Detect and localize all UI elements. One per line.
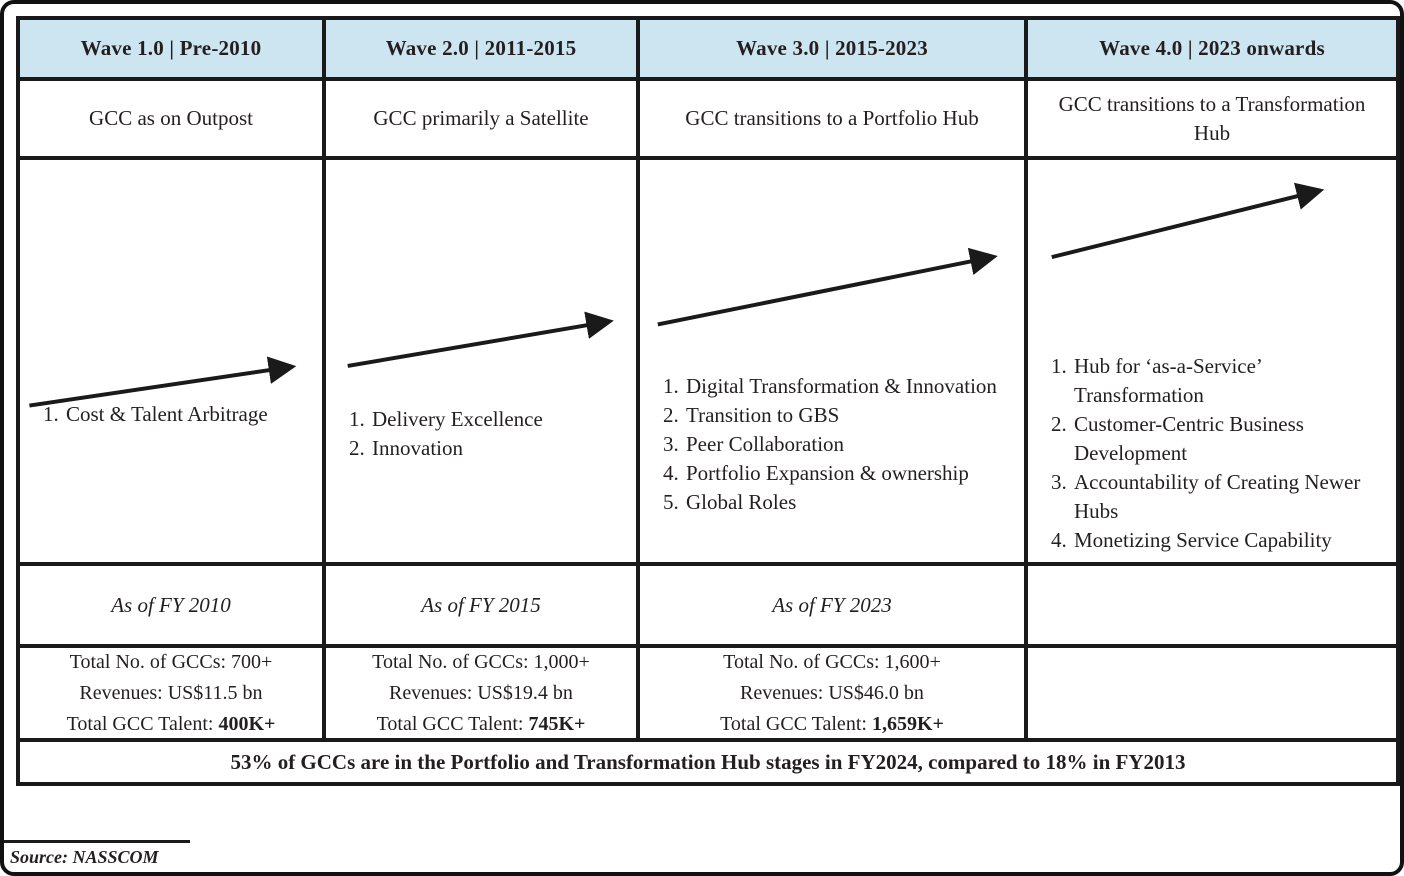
column-header-wave-3: Wave 3.0 | 2015-2023 bbox=[636, 20, 1024, 77]
column-header-wave-2: Wave 2.0 | 2011-2015 bbox=[322, 20, 636, 77]
body-cell-wave-1: Cost & Talent Arbitrage bbox=[20, 156, 322, 562]
driver-item: Cost & Talent Arbitrage bbox=[64, 400, 316, 429]
driver-item: Digital Transformation & Innovation bbox=[684, 372, 1018, 401]
stat-talent: Total GCC Talent: 400K+ bbox=[67, 709, 276, 739]
growth-arrow-wave-3 bbox=[657, 247, 998, 327]
stats-cell-wave-4-empty bbox=[1024, 644, 1396, 738]
driver-item: Delivery Excellence bbox=[370, 405, 630, 434]
stat-talent-label: Total GCC Talent: bbox=[376, 712, 529, 735]
stat-gcc-count: Total No. of GCCs: 700+ bbox=[69, 650, 273, 673]
as-of-wave-3: As of FY 2023 bbox=[636, 562, 1024, 644]
growth-arrow-wave-1 bbox=[29, 356, 297, 408]
gcc-evolution-table: Wave 1.0 | Pre-2010 Wave 2.0 | 2011-2015… bbox=[16, 16, 1400, 786]
driver-list-wave-1: Cost & Talent Arbitrage bbox=[20, 400, 322, 429]
stat-talent-value: 745K+ bbox=[528, 712, 586, 735]
body-cell-wave-3: Digital Transformation & Innovation Tran… bbox=[636, 156, 1024, 562]
subtitle-wave-3: GCC transitions to a Portfolio Hub bbox=[636, 77, 1024, 156]
column-header-wave-4: Wave 4.0 | 2023 onwards bbox=[1024, 20, 1396, 77]
driver-item: Hub for ‘as-a-Service’ Transformation bbox=[1072, 352, 1390, 410]
driver-list-wave-3: Digital Transformation & Innovation Tran… bbox=[640, 372, 1024, 517]
stat-revenues: Revenues: US$46.0 bn bbox=[740, 681, 924, 704]
as-of-wave-2: As of FY 2015 bbox=[322, 562, 636, 644]
stat-talent-label: Total GCC Talent: bbox=[66, 712, 219, 735]
stat-gcc-count: Total No. of GCCs: 1,600+ bbox=[723, 650, 941, 673]
body-cell-wave-4: Hub for ‘as-a-Service’ Transformation Cu… bbox=[1024, 156, 1396, 562]
growth-arrow-wave-2 bbox=[347, 311, 614, 368]
subtitle-wave-1: GCC as on Outpost bbox=[20, 77, 322, 156]
as-of-wave-1: As of FY 2010 bbox=[20, 562, 322, 644]
stat-talent-value: 400K+ bbox=[218, 712, 276, 735]
body-cell-wave-2: Delivery Excellence Innovation bbox=[322, 156, 636, 562]
stats-cell-wave-1: Total No. of GCCs: 700+ Revenues: US$11.… bbox=[20, 644, 322, 738]
driver-item: Global Roles bbox=[684, 488, 1018, 517]
stat-talent-value: 1,659K+ bbox=[871, 712, 944, 735]
driver-list-wave-2: Delivery Excellence Innovation bbox=[326, 405, 636, 463]
as-of-wave-4-empty bbox=[1024, 562, 1396, 644]
stats-cell-wave-2: Total No. of GCCs: 1,000+ Revenues: US$1… bbox=[322, 644, 636, 738]
growth-arrow-wave-4 bbox=[1051, 182, 1325, 260]
driver-item: Innovation bbox=[370, 434, 630, 463]
stat-gcc-count: Total No. of GCCs: 1,000+ bbox=[372, 650, 590, 673]
stat-revenues: Revenues: US$19.4 bn bbox=[389, 681, 573, 704]
driver-item: Monetizing Service Capability bbox=[1072, 526, 1390, 555]
source-divider bbox=[4, 840, 190, 843]
summary-banner: 53% of GCCs are in the Portfolio and Tra… bbox=[20, 738, 1396, 782]
stat-talent-label: Total GCC Talent: bbox=[720, 712, 872, 735]
driver-item: Customer-Centric Business Development bbox=[1072, 410, 1390, 468]
driver-item: Transition to GBS bbox=[684, 401, 1018, 430]
stat-talent: Total GCC Talent: 745K+ bbox=[377, 709, 586, 739]
stat-revenues: Revenues: US$11.5 bn bbox=[79, 681, 263, 704]
driver-list-wave-4: Hub for ‘as-a-Service’ Transformation Cu… bbox=[1028, 352, 1396, 555]
column-header-wave-1: Wave 1.0 | Pre-2010 bbox=[20, 20, 322, 77]
driver-item: Portfolio Expansion & ownership bbox=[684, 459, 1018, 488]
source-note: Source: NASSCOM bbox=[10, 847, 159, 867]
subtitle-wave-2: GCC primarily a Satellite bbox=[322, 77, 636, 156]
stats-cell-wave-3: Total No. of GCCs: 1,600+ Revenues: US$4… bbox=[636, 644, 1024, 738]
subtitle-wave-4: GCC transitions to a Transformation Hub bbox=[1024, 77, 1396, 156]
stat-talent: Total GCC Talent: 1,659K+ bbox=[720, 709, 944, 739]
driver-item: Peer Collaboration bbox=[684, 430, 1018, 459]
driver-item: Accountability of Creating Newer Hubs bbox=[1072, 468, 1390, 526]
